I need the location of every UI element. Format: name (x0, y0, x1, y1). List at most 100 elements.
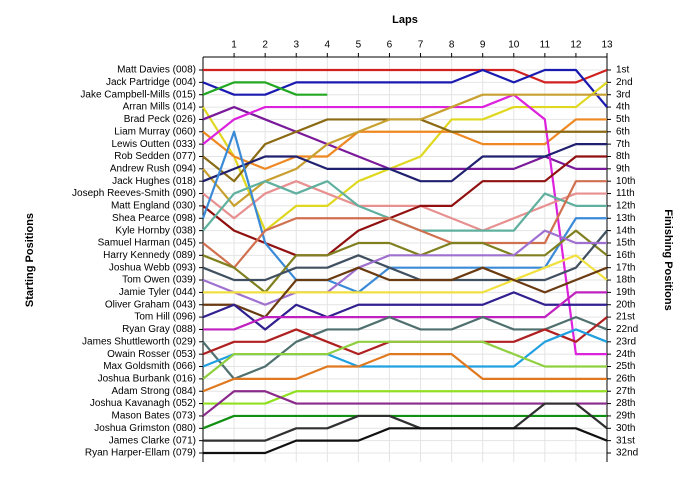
series-line (202, 390, 607, 417)
x-tick-label: 11 (540, 40, 551, 51)
y-tick-label: Max Goldsmith (066) (103, 361, 196, 372)
y2-tick-label: 27th (616, 386, 635, 397)
y2-tick-label: 5th (616, 114, 630, 125)
y2-tick-label: 18th (616, 275, 635, 286)
series-line (203, 402, 608, 442)
y-tick-label: Liam Murray (060) (114, 126, 196, 137)
y2-tick-label: 8th (616, 151, 630, 162)
series-line (203, 254, 608, 294)
series-line (203, 291, 607, 331)
series-line (203, 390, 607, 405)
x-tick-label: 13 (601, 40, 613, 51)
y-tick-label: Joseph Reeves-Smith (090) (72, 188, 196, 199)
x-tick-label: 2 (262, 40, 268, 51)
y2-axis-label: Finishing Positions (662, 209, 674, 310)
series-line (202, 180, 607, 232)
y-axis-label: Starting Positions (24, 213, 36, 307)
y2-tick-label: 17th (616, 262, 635, 273)
y2-tick-label: 13th (616, 213, 635, 224)
y-tick-label: Ryan Harper-Ellam (079) (85, 448, 196, 459)
y-tick-label: Tom Owen (039) (122, 275, 196, 286)
y2-tick-label: 7th (616, 139, 630, 150)
series-line (203, 68, 608, 84)
y-tick-label: Brad Peck (026) (124, 114, 196, 125)
y2-tick-label: 3rd (616, 89, 630, 100)
y2-tick-label: 9th (616, 163, 630, 174)
series-line (202, 180, 607, 269)
series-line (202, 93, 607, 208)
y-tick-label: Samuel Harman (045) (98, 238, 196, 249)
y-tick-label: Jack Partridge (004) (106, 77, 196, 88)
x-tick-label: 9 (480, 40, 486, 51)
y-tick-label: Oliver Graham (043) (105, 299, 196, 310)
y-tick-label: Owain Rosser (053) (107, 349, 196, 360)
series-line (201, 130, 607, 294)
y-tick-label: Arran Mills (014) (123, 102, 196, 113)
y-tick-label: Jake Campbell-Mills (015) (80, 89, 196, 100)
y2-tick-label: 15th (616, 238, 635, 249)
x-axis-label: Laps (392, 14, 418, 26)
series-line (202, 81, 328, 96)
y2-tick-label: 25th (616, 361, 635, 372)
y2-tick-label: 11th (616, 188, 635, 199)
series-line (202, 81, 608, 232)
y2-tick-label: 26th (616, 374, 635, 385)
y-tick-label: Matt England (030) (111, 201, 196, 212)
y-tick-label: James Shuttleworth (029) (82, 336, 196, 347)
y2-tick-label: 14th (616, 225, 635, 236)
y-tick-label: Joshua Grimston (080) (94, 423, 196, 434)
y2-tick-label: 20th (616, 299, 635, 310)
x-tick-label: 5 (356, 40, 362, 51)
x-tick-label: 12 (570, 40, 582, 51)
series-line (202, 143, 607, 183)
y-tick-label: Jamie Tyler (044) (119, 287, 196, 298)
y2-tick-label: 1st (616, 65, 630, 76)
y2-tick-label: 31st (616, 435, 635, 446)
series-line (202, 155, 607, 257)
plot-area (203, 57, 607, 462)
series-line (202, 118, 607, 170)
x-tick-label: 4 (325, 40, 331, 51)
y2-tick-label: 22nd (616, 324, 638, 335)
series-line (202, 315, 608, 380)
y-tick-label: Rob Sedden (077) (114, 151, 196, 162)
y-tick-label: Lewis Outten (033) (112, 139, 197, 150)
series-line (202, 353, 607, 393)
y-tick-label: Joshua Webb (093) (109, 262, 196, 273)
y-tick-label: James Clarke (071) (109, 435, 196, 446)
y-tick-label: Joshua Burbank (016) (98, 374, 196, 385)
series-line (203, 427, 608, 455)
y2-tick-label: 30th (616, 423, 635, 434)
y2-tick-label: 2nd (616, 77, 633, 88)
x-tick-label: 1 (231, 40, 237, 51)
series-line (202, 229, 607, 306)
y-tick-label: Adam Strong (084) (112, 386, 197, 397)
y-tick-label: Andrew Rush (094) (110, 163, 196, 174)
x-tick-label: 3 (293, 40, 299, 51)
x-tick-label: 7 (418, 40, 424, 51)
y-tick-label: Jack Hughes (018) (112, 176, 196, 187)
y2-tick-label: 10th (616, 176, 635, 187)
x-tick-label: 6 (387, 40, 393, 51)
series-line (202, 340, 607, 380)
y2-tick-label: 12th (616, 201, 635, 212)
y2-tick-label: 4th (616, 102, 630, 113)
y2-tick-label: 32nd (616, 448, 638, 459)
y2-tick-label: 21st (616, 312, 635, 323)
y2-tick-label: 6th (616, 126, 630, 137)
y-tick-label: Shea Pearce (098) (112, 213, 196, 224)
y2-tick-label: 23rd (616, 336, 636, 347)
y2-tick-label: 16th (616, 250, 635, 261)
y-tick-label: Matt Davies (008) (117, 65, 196, 76)
series-line (202, 229, 608, 282)
series-line (202, 68, 608, 108)
x-tick-label: 8 (449, 40, 455, 51)
series-line (202, 105, 607, 170)
series-line (202, 291, 607, 331)
series-line (202, 414, 607, 430)
y2-tick-label: 28th (616, 398, 635, 409)
y-tick-label: Tom Hill (096) (134, 312, 196, 323)
y2-tick-label: 24th (616, 349, 635, 360)
